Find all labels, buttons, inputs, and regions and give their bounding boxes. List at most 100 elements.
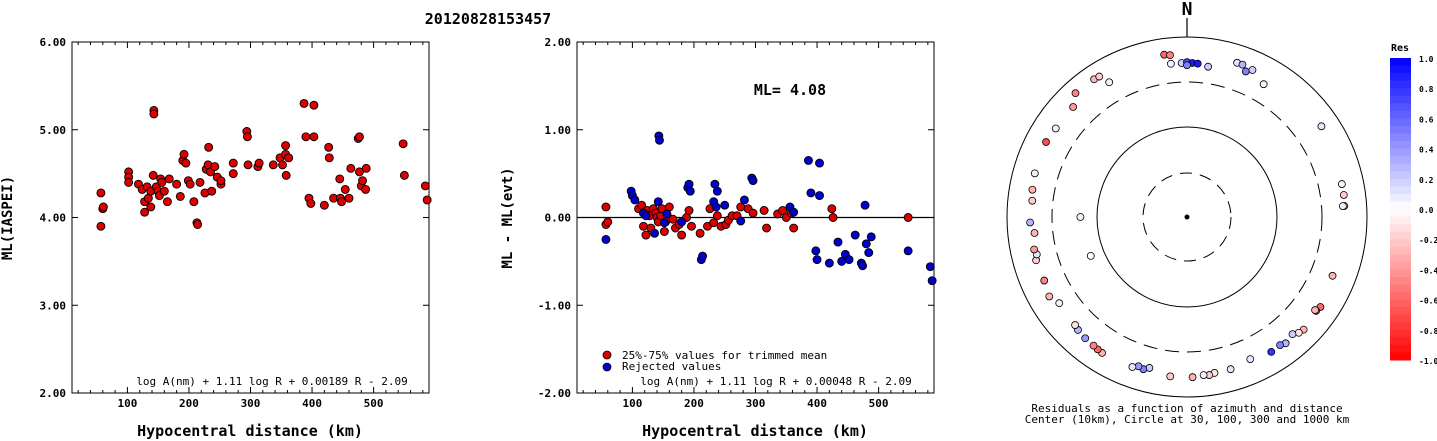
data-point (641, 211, 651, 221)
data-point (748, 208, 758, 218)
data-point (162, 197, 172, 207)
station-residual-point (1166, 59, 1175, 68)
data-point (422, 195, 432, 205)
data-point (803, 156, 813, 165)
colorbar-cell (1390, 307, 1411, 316)
data-point (630, 195, 640, 205)
data-point (96, 221, 106, 231)
station-residual-point (1086, 251, 1095, 260)
colorbar-tick-label: 1.0 (1419, 55, 1434, 64)
data-point (815, 191, 824, 201)
station-residual-point (1028, 185, 1037, 194)
station-residual-point (1311, 306, 1319, 314)
data-point (789, 207, 799, 217)
station-residual-point (1040, 276, 1049, 285)
station-residual-point (1339, 191, 1348, 199)
tick-group: 100 200 300 400 500 -2.00 -1.00 0.00 1.00 2.00 (538, 36, 934, 410)
data-point (361, 184, 371, 194)
ring-100km (1096, 126, 1278, 308)
data-point (827, 204, 837, 214)
data-point (181, 158, 191, 168)
ring-30km (1142, 172, 1232, 262)
data-point (677, 230, 687, 240)
y-tick-label: 3.00 (40, 299, 67, 312)
station-residual-point (1089, 341, 1098, 350)
data-point (861, 239, 871, 249)
data-point (650, 228, 660, 238)
station-residual-point (1095, 72, 1104, 81)
data-point (858, 261, 868, 271)
data-point (711, 202, 721, 212)
colorbar-tick-label: 0.0 (1419, 206, 1434, 215)
data-point (361, 163, 371, 173)
x-axis-label: Hypocentral distance (km) (642, 422, 868, 440)
data-point (778, 206, 788, 215)
legend-label-trimmed: 25%-75% values for trimmed mean (622, 349, 827, 362)
x-axis-label: Hypocentral distance (km) (137, 422, 363, 440)
station-residual-point (1317, 122, 1326, 131)
data-point (299, 98, 309, 108)
x-tick-label: 400 (807, 397, 827, 410)
colorbar-cell (1390, 352, 1411, 361)
center-point (1184, 214, 1190, 220)
north-label: N (1182, 0, 1193, 20)
data-point (720, 200, 730, 210)
data-point (337, 197, 347, 207)
data-point (193, 220, 203, 229)
x-tick-label: 300 (746, 397, 766, 410)
colorbar-cell (1390, 118, 1411, 127)
data-point (324, 142, 334, 152)
colorbar-cell (1390, 73, 1411, 82)
caption-line-2: Center (10km), Circle at 30, 100, 300 an… (1025, 413, 1350, 426)
ring-300km (1051, 81, 1323, 353)
data-point (698, 251, 708, 261)
colorbar-cell (1390, 88, 1411, 97)
station-residual-point (1030, 245, 1039, 254)
colorbar-cell (1390, 125, 1411, 134)
data-point (659, 227, 669, 236)
colorbar-cell (1390, 344, 1411, 353)
data-point (641, 230, 651, 240)
colorbar-cell (1390, 141, 1411, 150)
colorbar-tick-label: -0.6 (1419, 297, 1437, 306)
y-tick-label: 5.00 (40, 124, 67, 137)
colorbar-cell (1390, 292, 1411, 301)
data-point (653, 197, 663, 207)
colorbar-cell (1390, 269, 1411, 278)
data-point (346, 163, 356, 173)
y-tick-label: 4.00 (40, 212, 67, 225)
data-point (684, 206, 694, 215)
data-point (124, 177, 134, 187)
data-point (306, 199, 316, 208)
figure-title: 20120828153457 (425, 10, 551, 28)
data-point (860, 200, 870, 210)
data-point (659, 218, 669, 228)
legend-marker-trimmed (602, 350, 612, 360)
data-point (709, 218, 719, 228)
station-residual-point (1076, 213, 1085, 221)
colorbar-cell (1390, 65, 1411, 74)
station-residual-point (1288, 330, 1297, 339)
data-point (278, 160, 287, 170)
y-tick-label: 6.00 (40, 36, 67, 49)
data-point (281, 141, 291, 150)
station-residual-point (1051, 124, 1060, 133)
data-point (685, 186, 695, 196)
formula-label: log A(nm) + 1.11 log R + 0.00048 R - 2.0… (640, 375, 912, 388)
station-residual-point (1042, 138, 1050, 146)
x-tick-label: 300 (241, 397, 261, 410)
colorbar-cell (1390, 163, 1411, 172)
station-residual-point (1128, 363, 1137, 371)
colorbar-cell (1390, 95, 1411, 104)
colorbar-cell (1390, 103, 1411, 112)
data-point (281, 170, 291, 180)
station-residual-point (1338, 202, 1347, 210)
data-point (335, 174, 345, 184)
data-point (243, 160, 253, 170)
colorbar-cell (1390, 178, 1411, 187)
data-point (420, 181, 430, 191)
station-residual-point (1259, 80, 1268, 89)
station-residual-point (1166, 372, 1175, 381)
data-point (149, 109, 159, 119)
